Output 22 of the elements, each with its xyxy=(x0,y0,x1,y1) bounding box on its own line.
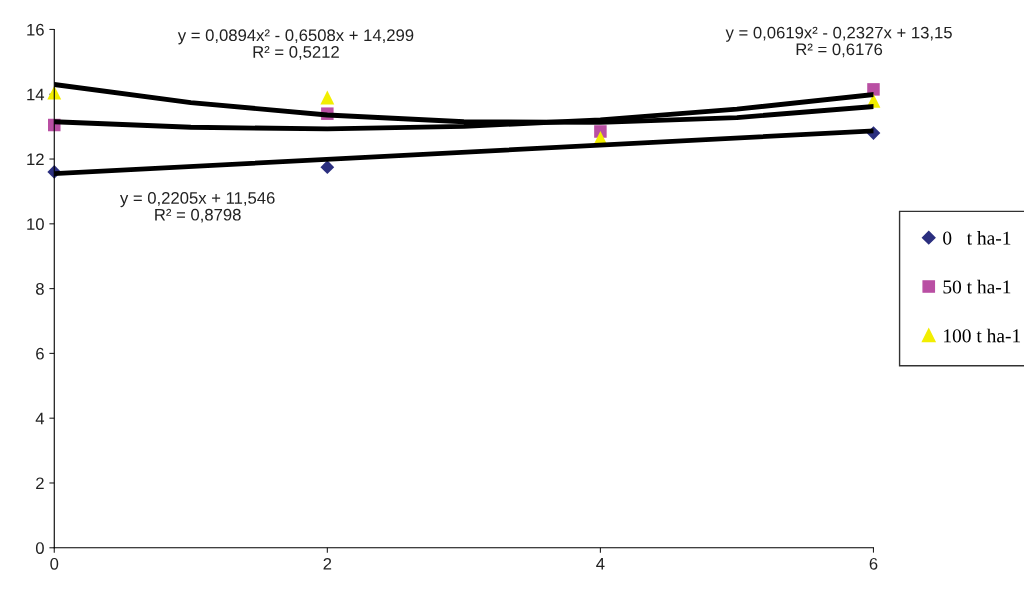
y-tick-label: 0 xyxy=(35,542,44,554)
y-tick-label: 16 xyxy=(27,23,44,36)
point xyxy=(47,85,62,100)
y-tick-label: 4 xyxy=(35,412,45,425)
y-tick-label: 8 xyxy=(36,283,44,295)
y-tick-label: 10 xyxy=(27,218,44,231)
legend-label: 0 t ha-1 xyxy=(943,230,1011,245)
y-tick-label: 6 xyxy=(36,347,44,360)
y-tick-label: 12 xyxy=(27,153,44,166)
x-tick-label: 6 xyxy=(869,557,878,570)
annotation: y = 0,0619x² - 0,2327x + 13,15 R² = 0,6176 xyxy=(725,26,952,58)
annotation: y = 0,0894x² - 0,6508x + 14,299 R² = 0,5212 xyxy=(177,29,414,60)
annotation: y = 0,2205x + 11,546 R² = 0,8798 xyxy=(119,192,275,223)
y-tick-label: 2 xyxy=(36,477,44,490)
x-tick-label: 2 xyxy=(323,557,332,570)
y-tick-label: 14 xyxy=(27,88,45,101)
x-tick-label: 0 xyxy=(50,557,59,570)
point xyxy=(320,90,335,105)
legend-label: 100 t ha-1 xyxy=(944,328,1021,343)
legend-label: 50 t ha-1 xyxy=(943,279,1011,294)
point xyxy=(320,160,335,174)
x-tick-label: 4 xyxy=(596,558,605,570)
